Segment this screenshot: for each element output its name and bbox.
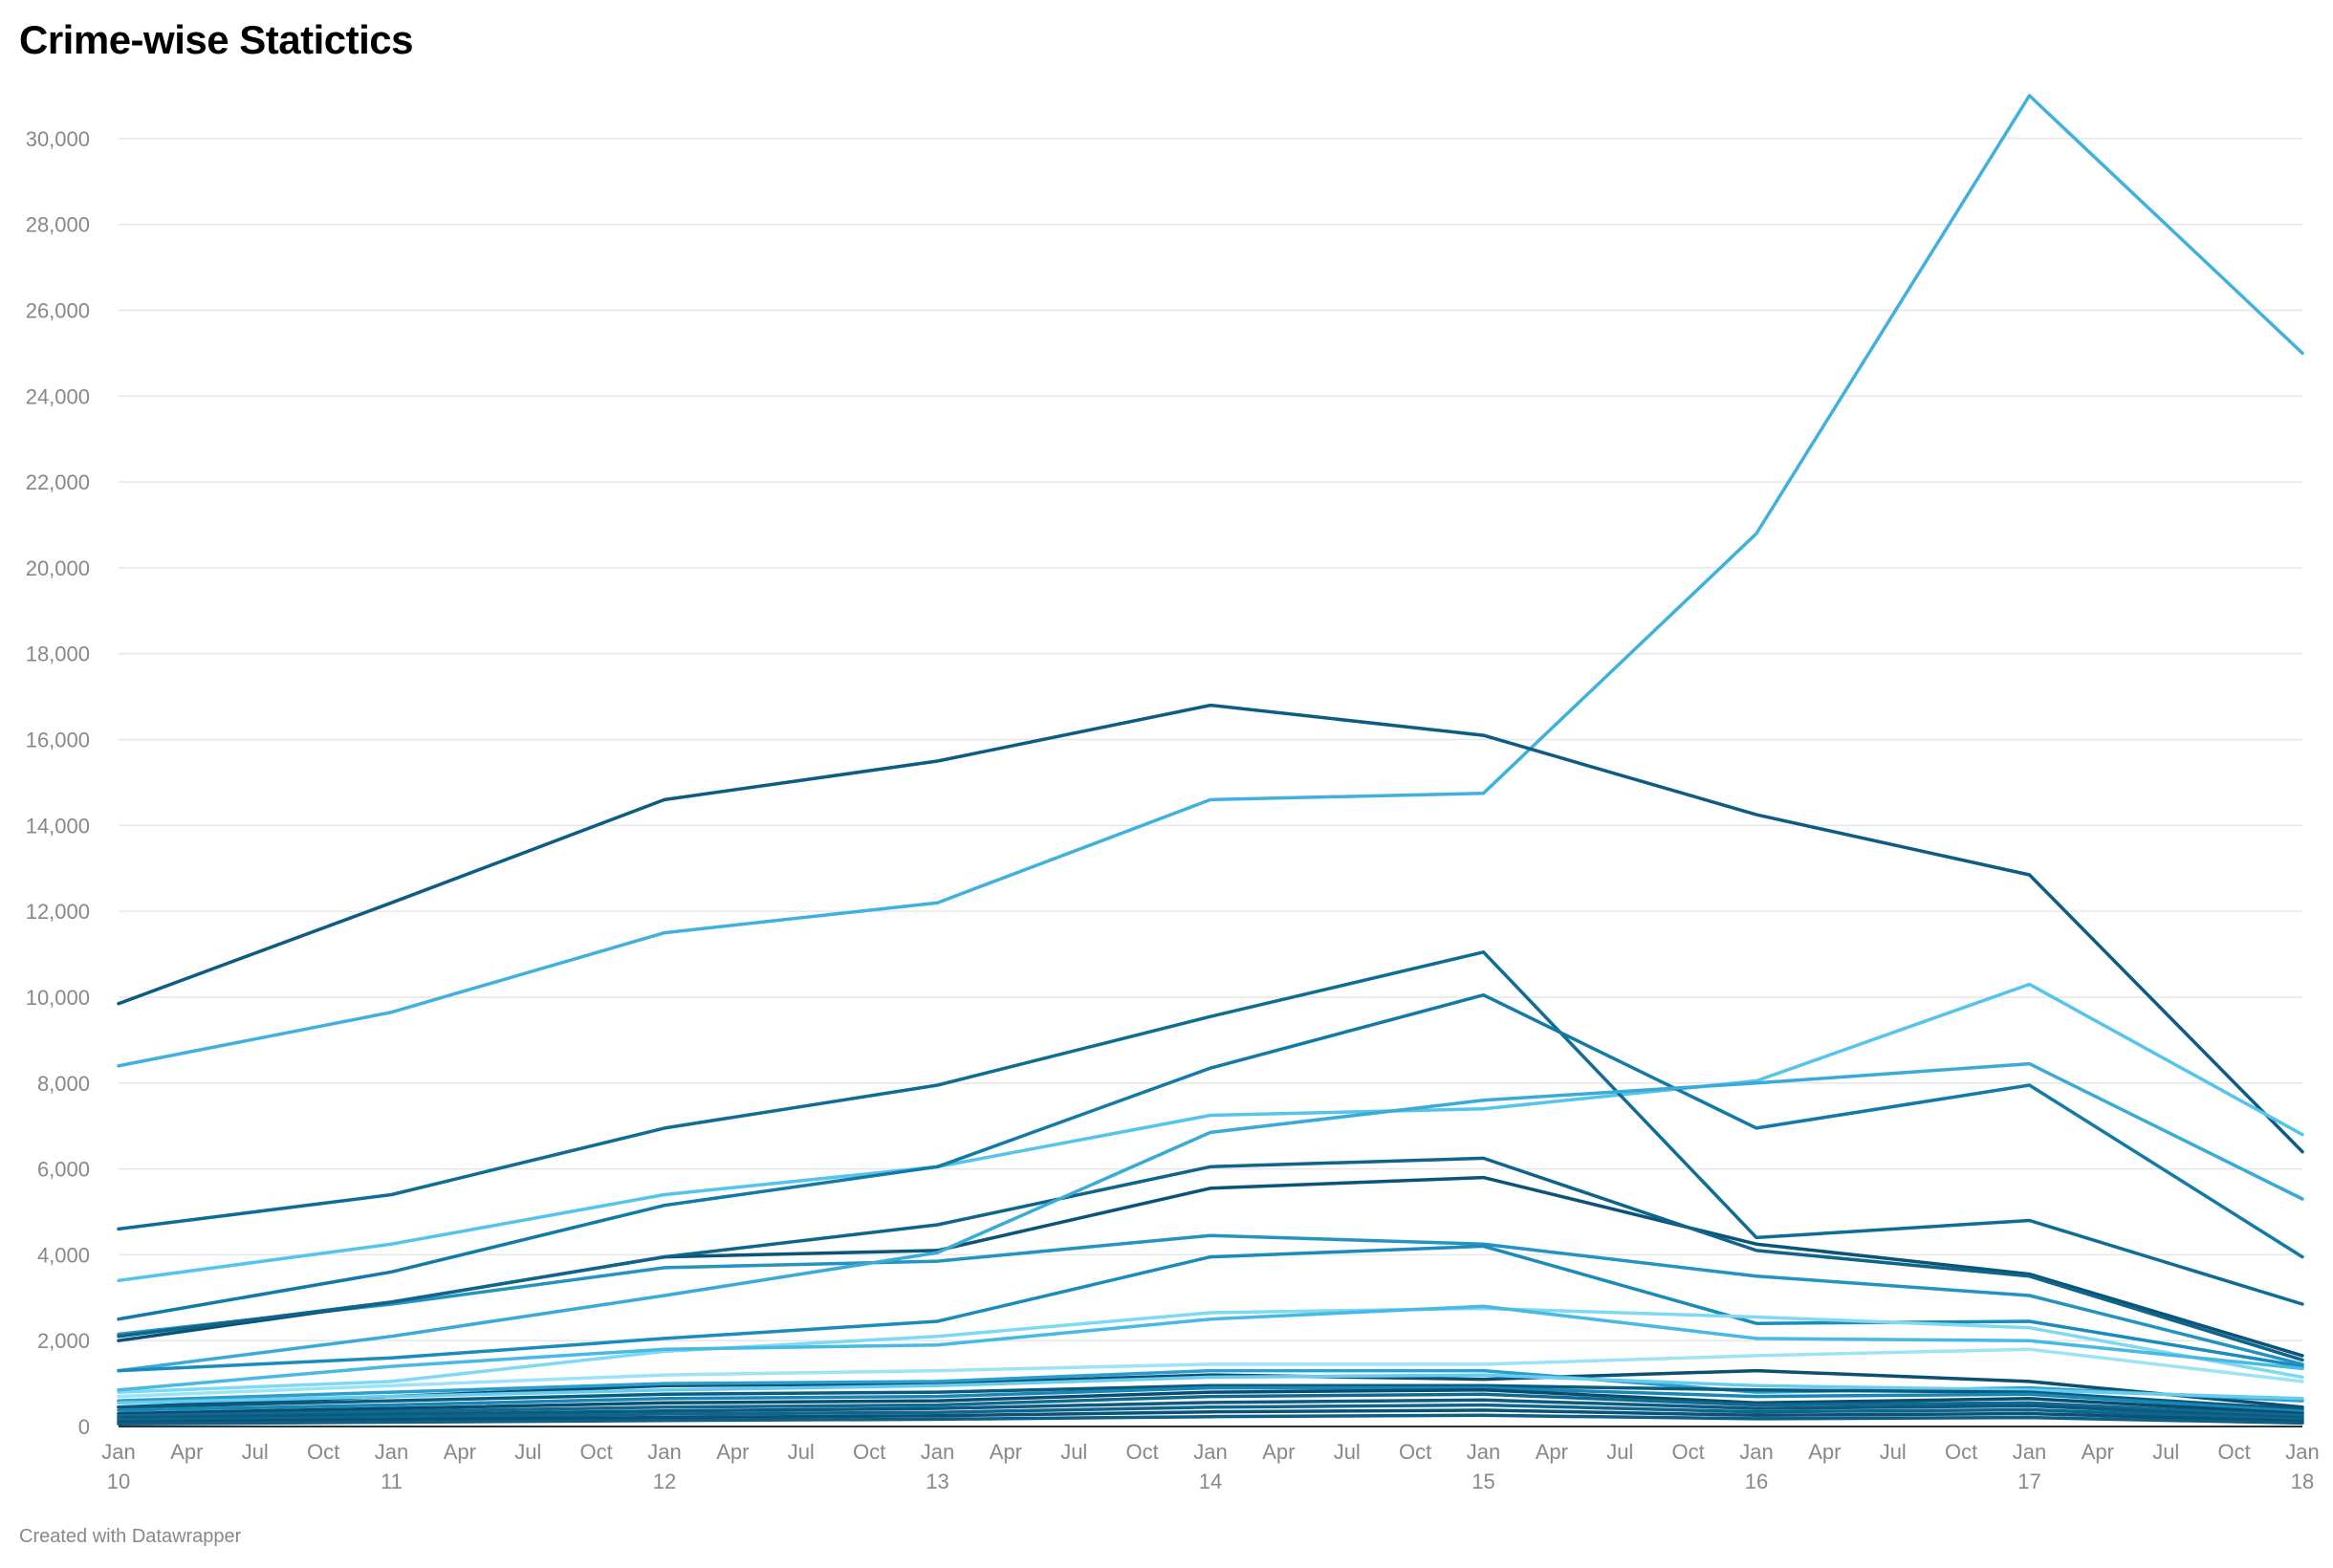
series-lines: [117, 94, 2304, 1426]
x-tick-label: Jul: [2152, 1440, 2179, 1464]
series-line-3: [117, 982, 2304, 1283]
y-tick-label: 12,000: [26, 900, 90, 924]
x-tick-label: Jul: [1606, 1440, 1633, 1464]
x-tick-label: Jan: [1467, 1440, 1500, 1464]
series-line-18: [117, 1385, 2304, 1414]
series-line-11: [117, 1306, 2304, 1394]
x-tick-label: Jul: [242, 1440, 269, 1464]
series-line-2: [117, 703, 2304, 1154]
series-line-8: [117, 1156, 2304, 1362]
series-line-17: [117, 1383, 2304, 1411]
x-tick-label: Jan: [1739, 1440, 1773, 1464]
series-line-16: [117, 1373, 2304, 1405]
x-tick-label: Jul: [788, 1440, 815, 1464]
x-tick-label: Jul: [1060, 1440, 1087, 1464]
x-tick-year-label: 15: [1472, 1470, 1494, 1493]
x-tick-label: Oct: [307, 1440, 339, 1464]
x-tick-label: Apr: [990, 1440, 1022, 1464]
x-tick-label: Jan: [1193, 1440, 1227, 1464]
y-tick-label: 10,000: [26, 986, 90, 1010]
x-tick-label: Oct: [853, 1440, 885, 1464]
x-tick-year-label: 10: [107, 1470, 130, 1493]
series-line-24: [117, 1413, 2304, 1426]
y-tick-label: 20,000: [26, 556, 90, 580]
series-line-22: [117, 1403, 2304, 1423]
y-tick-label: 0: [78, 1415, 90, 1439]
y-tick-label: 8,000: [37, 1072, 90, 1096]
gridlines: [119, 138, 2302, 1341]
y-tick-label: 4,000: [37, 1243, 90, 1267]
chart-title: Crime-wise Statictics: [19, 17, 414, 62]
series-line-1: [117, 94, 2304, 1068]
x-tick-label: Apr: [716, 1440, 749, 1464]
y-tick-label: 24,000: [26, 384, 90, 408]
x-tick-label: Oct: [1945, 1440, 1977, 1464]
x-tick-label: Oct: [1672, 1440, 1705, 1464]
x-tick-label: Apr: [2082, 1440, 2114, 1464]
x-tick-label: Apr: [170, 1440, 203, 1464]
x-tick-year-label: 18: [2291, 1470, 2314, 1493]
series-line-12: [117, 1304, 2304, 1392]
x-tick-label: Oct: [1126, 1440, 1159, 1464]
y-tick-label: 6,000: [37, 1158, 90, 1182]
y-tick-label: 2,000: [37, 1329, 90, 1353]
y-tick-label: 16,000: [26, 729, 90, 752]
y-tick-label: 18,000: [26, 642, 90, 666]
x-tick-label: Apr: [1536, 1440, 1568, 1464]
y-axis-ticks: 0 2,000 4,000 6,000 8,000 10,000 12,000 14,000 1…: [26, 127, 90, 1439]
x-tick-year-label: 12: [653, 1470, 676, 1493]
x-tick-label: Jul: [1880, 1440, 1907, 1464]
x-tick-label: Jul: [514, 1440, 541, 1464]
series-line-13: [117, 1347, 2304, 1399]
y-tick-label: 22,000: [26, 470, 90, 494]
x-tick-label: Jan: [647, 1440, 681, 1464]
x-tick-label: Jan: [2285, 1440, 2319, 1464]
x-tick-label: Oct: [580, 1440, 613, 1464]
x-tick-year-label: 11: [381, 1470, 403, 1493]
x-tick-label: Jan: [101, 1440, 135, 1464]
y-tick-label: 14,000: [26, 814, 90, 838]
x-tick-label: Oct: [1399, 1440, 1431, 1464]
x-tick-label: Oct: [2218, 1440, 2251, 1464]
y-tick-label: 28,000: [26, 213, 90, 237]
credit-footer: Created with Datawrapper: [19, 1526, 242, 1547]
series-line-20: [117, 1392, 2304, 1418]
x-tick-year-label: 17: [2017, 1470, 2040, 1493]
y-tick-label: 26,000: [26, 299, 90, 323]
series-line-5: [117, 1233, 2304, 1366]
series-line-19: [117, 1388, 2304, 1416]
x-tick-label: Jan: [921, 1440, 954, 1464]
x-tick-label: Jan: [375, 1440, 408, 1464]
series-line-21: [117, 1398, 2304, 1420]
x-tick-label: Jul: [1334, 1440, 1361, 1464]
x-tick-year-label: 16: [1745, 1470, 1768, 1493]
x-tick-label: Apr: [444, 1440, 476, 1464]
x-tick-year-label: 13: [926, 1470, 948, 1493]
series-line-23: [117, 1408, 2304, 1425]
y-tick-label: 30,000: [26, 127, 90, 151]
series-line-10: [117, 1244, 2304, 1373]
x-tick-label: Jan: [2013, 1440, 2046, 1464]
series-line-6: [117, 992, 2304, 1321]
series-line-4: [117, 950, 2304, 1306]
x-axis-ticks: Jan 10 Apr Jul Oct Jan 11 Apr Jul Oct Jan 12 Apr Jul O…: [101, 1440, 2319, 1493]
series-line-9: [117, 1061, 2304, 1373]
x-tick-label: Apr: [1808, 1440, 1841, 1464]
x-tick-year-label: 14: [1199, 1470, 1222, 1493]
x-tick-label: Apr: [1262, 1440, 1295, 1464]
